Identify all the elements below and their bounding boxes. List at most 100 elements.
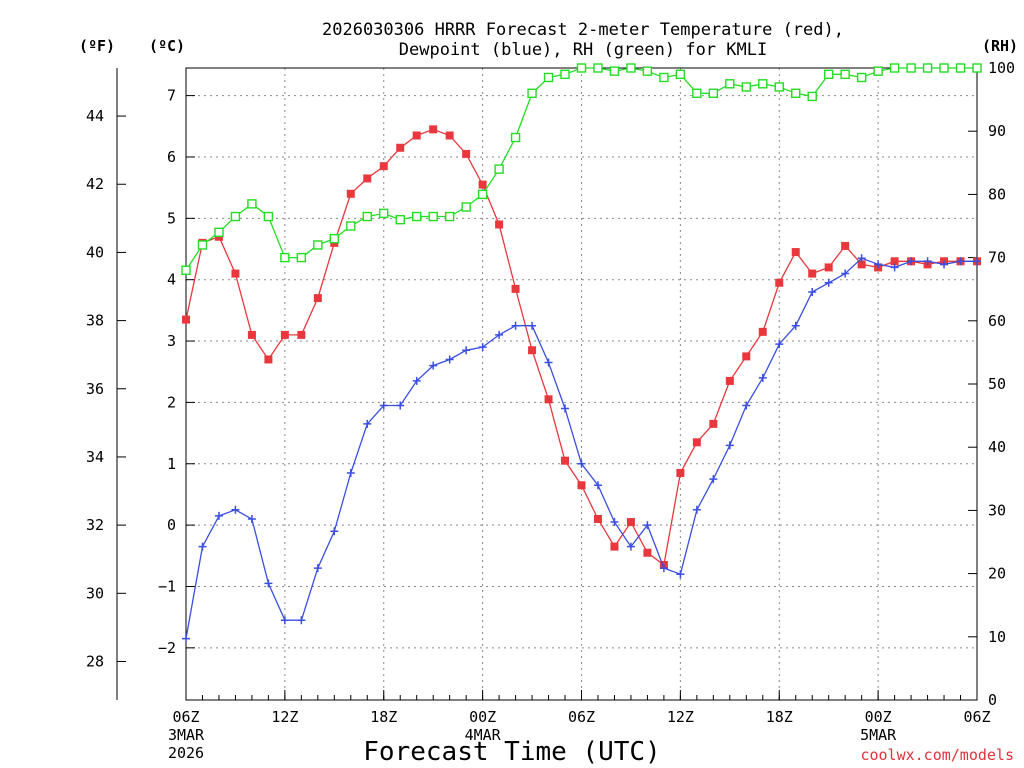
- rh-point: [263, 211, 274, 222]
- rh-point: [296, 252, 307, 263]
- rh-point: [461, 202, 471, 212]
- temperature-point: [528, 346, 537, 355]
- rh-point: [708, 88, 719, 98]
- rh-point: [214, 227, 224, 238]
- temperature-point: [709, 419, 718, 428]
- rh-point: [955, 63, 966, 73]
- chart-title-line-1: 2026030306 HRRR Forecast 2-meter Tempera…: [322, 20, 844, 40]
- rh-point: [477, 189, 488, 200]
- x-axis-title: Forecast Time (UTC): [363, 737, 660, 767]
- dewpoint-point: [808, 287, 817, 296]
- dewpoint-point: [264, 579, 273, 588]
- rh-point: [823, 69, 834, 80]
- rh-unit-label: (RH): [982, 37, 1018, 55]
- fahrenheit-tick-label: 42: [86, 175, 104, 193]
- chart-title-line-2: Dewpoint (blue), RH (green) for KMLI: [399, 40, 767, 60]
- dewpoint-point: [214, 511, 223, 520]
- rh-point: [543, 72, 554, 83]
- rh-point: [494, 164, 504, 174]
- rh-point: [181, 265, 191, 275]
- celsius-axis: −2 −1 0 1 2 3 4 5 6 7: [158, 87, 195, 657]
- time-tick-label: 00Z: [469, 708, 496, 726]
- fahrenheit-tick-label: 34: [86, 448, 104, 466]
- time-tick-label: 06Z: [963, 708, 990, 726]
- temperature-point: [824, 263, 833, 272]
- fahrenheit-tick-label: 36: [86, 380, 104, 398]
- temperature-point: [775, 278, 784, 287]
- rh-point: [346, 221, 356, 231]
- fahrenheit-tick-label: 44: [86, 107, 104, 125]
- dewpoint-point: [709, 475, 718, 484]
- dewpoint-point: [346, 468, 355, 477]
- rh-point: [922, 63, 933, 73]
- temperature-point: [890, 257, 899, 266]
- rh-tick-label: 70: [988, 249, 1006, 267]
- dewpoint-point: [577, 459, 586, 468]
- dewpoint-point: [478, 343, 487, 352]
- temperature-point: [725, 376, 734, 385]
- series-dewpoint: [182, 254, 981, 643]
- rh-point: [412, 211, 422, 222]
- rh-point: [873, 66, 883, 76]
- temperature-point: [610, 542, 619, 551]
- celsius-tick-label: 5: [167, 209, 176, 227]
- dewpoint-point: [940, 260, 949, 269]
- dewpoint-point: [445, 355, 454, 364]
- rh-point: [560, 69, 570, 80]
- rh-point: [791, 88, 801, 98]
- fahrenheit-tick-label: 38: [86, 312, 104, 330]
- dewpoint-point: [593, 481, 602, 490]
- rh-point: [889, 63, 900, 73]
- dewpoint-point: [643, 521, 652, 530]
- dewpoint-point: [907, 257, 916, 266]
- rh-point: [642, 66, 653, 76]
- rh-point: [428, 211, 438, 222]
- rh-point: [774, 82, 784, 92]
- temperature-point: [297, 330, 306, 339]
- credit-text: coolwx.com/models: [860, 746, 1014, 764]
- rh-tick-label: 80: [988, 185, 1006, 203]
- temperature-point: [363, 174, 372, 183]
- celsius-tick-label: 4: [167, 271, 176, 289]
- temperature-point: [346, 189, 355, 198]
- rh-point: [840, 69, 850, 80]
- dewpoint-point: [725, 441, 734, 450]
- dewpoint-point: [824, 278, 833, 287]
- rh-point: [675, 69, 686, 80]
- rh-point: [510, 132, 521, 143]
- fahrenheit-tick-label: 28: [86, 652, 104, 670]
- rh-point: [230, 211, 241, 222]
- plot-frame: [185, 67, 978, 701]
- rh-point: [906, 63, 916, 73]
- temperature-point: [511, 284, 520, 293]
- temperature-point: [396, 143, 405, 152]
- time-tick-label: 00Z: [865, 708, 892, 726]
- dewpoint-point: [429, 361, 438, 370]
- celsius-unit-label: (ºC): [149, 37, 185, 55]
- temperature-point: [182, 315, 190, 324]
- dewpoint-point: [297, 616, 306, 625]
- temperature-point: [478, 180, 487, 189]
- temperature-point: [412, 131, 421, 140]
- dewpoint-point: [973, 257, 981, 266]
- rh-point: [362, 211, 372, 222]
- dewpoint-point: [857, 254, 866, 263]
- temperature-point: [313, 294, 322, 303]
- celsius-tick-label: 2: [167, 393, 176, 411]
- dewpoint-point: [890, 263, 899, 272]
- date-tick-label: 5MAR: [860, 726, 897, 744]
- temperature-point: [495, 220, 504, 229]
- celsius-tick-label: −2: [158, 639, 176, 657]
- rh-tick-label: 60: [988, 312, 1006, 330]
- rh-tick-label: 40: [988, 438, 1006, 456]
- rh-tick-label: 20: [988, 565, 1006, 583]
- series-2-meter-temperature: [182, 125, 981, 570]
- temperature-point: [841, 241, 850, 250]
- time-tick-label: 18Z: [766, 708, 793, 726]
- temperature-point: [626, 518, 635, 527]
- temperature-point: [692, 438, 701, 447]
- temperature-point: [857, 260, 866, 269]
- temperature-point: [593, 514, 602, 523]
- temperature-point: [791, 248, 800, 257]
- temperature-point: [577, 481, 586, 490]
